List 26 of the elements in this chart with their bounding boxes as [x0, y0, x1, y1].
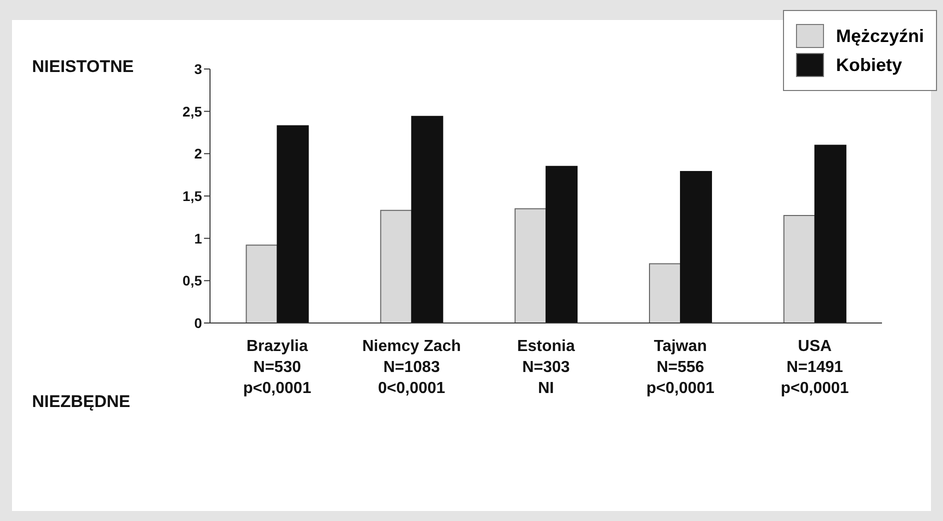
x-tick-label: Estonia N=303 NI	[517, 338, 575, 397]
text: NIEZBĘDNE	[32, 392, 130, 412]
bar	[276, 125, 309, 323]
bar	[648, 263, 681, 323]
bar	[514, 208, 547, 323]
x-tick-label: USA N=1491 p<0,0001	[780, 338, 849, 397]
x-tick-label: Tajwan N=556 p<0,0001	[646, 338, 715, 397]
bar	[783, 214, 816, 323]
y-tick-label: 2,5	[182, 103, 202, 120]
bar	[246, 244, 278, 323]
y-tick-label: 2	[194, 146, 202, 162]
text: NIEISTOTNE	[32, 57, 134, 77]
bar	[380, 210, 412, 323]
x-tick-label: Brazylia N=530 p<0,0001	[243, 338, 312, 397]
x-tick-label: Niemcy Zach N=1083 0<0,0001	[362, 338, 461, 397]
y-tick-label: 3	[194, 60, 202, 77]
bar	[546, 166, 578, 323]
y-tick-label: 0	[194, 314, 202, 331]
y-tick-label: 1,5	[182, 188, 202, 204]
legend-label: Kobiety	[836, 54, 902, 76]
bar	[680, 170, 712, 323]
bar	[411, 116, 444, 323]
y-tick-label: 1	[194, 230, 202, 246]
legend-label: Mężczyźni	[836, 26, 924, 46]
y-tick-label: 0,5	[182, 272, 202, 289]
bar	[814, 144, 846, 323]
